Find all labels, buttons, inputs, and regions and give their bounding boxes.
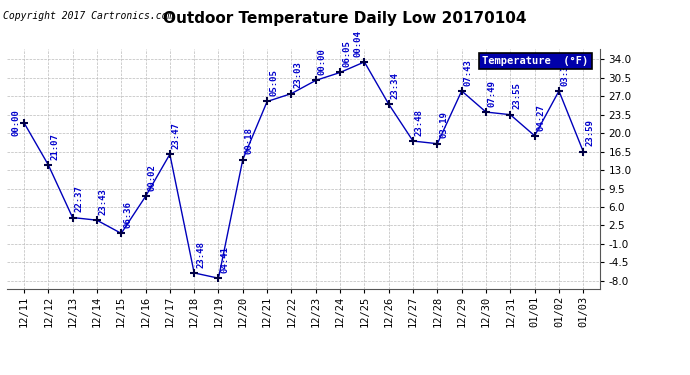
Text: 21:07: 21:07 [50,133,59,159]
Text: 23:47: 23:47 [172,122,181,149]
Text: Copyright 2017 Cartronics.com: Copyright 2017 Cartronics.com [3,11,174,21]
Text: 00:02: 00:02 [148,164,157,191]
Text: Temperature  (°F): Temperature (°F) [482,56,589,66]
Text: 06:05: 06:05 [342,40,351,67]
Text: 23:59: 23:59 [585,120,594,146]
Text: 23:34: 23:34 [391,72,400,99]
Text: 00:00: 00:00 [317,48,326,75]
Text: 23:48: 23:48 [196,241,205,268]
Text: 07:43: 07:43 [464,59,473,86]
Text: 22:37: 22:37 [75,185,83,212]
Text: 00:18: 00:18 [245,128,254,154]
Text: 04:27: 04:27 [537,104,546,130]
Text: 06:36: 06:36 [123,201,132,228]
Text: 23:55: 23:55 [512,82,521,110]
Text: 07:49: 07:49 [488,80,497,107]
Text: 05:05: 05:05 [269,69,278,96]
Text: 00:00: 00:00 [11,109,20,136]
Text: 03:31: 03:31 [561,59,570,86]
Text: 00:04: 00:04 [353,30,362,57]
Text: 23:48: 23:48 [415,109,424,136]
Text: 23:03: 23:03 [293,62,302,88]
Text: 23:43: 23:43 [99,188,108,215]
Text: 04:41: 04:41 [220,246,230,273]
Text: 03:19: 03:19 [440,111,449,138]
Text: Outdoor Temperature Daily Low 20170104: Outdoor Temperature Daily Low 20170104 [164,11,526,26]
